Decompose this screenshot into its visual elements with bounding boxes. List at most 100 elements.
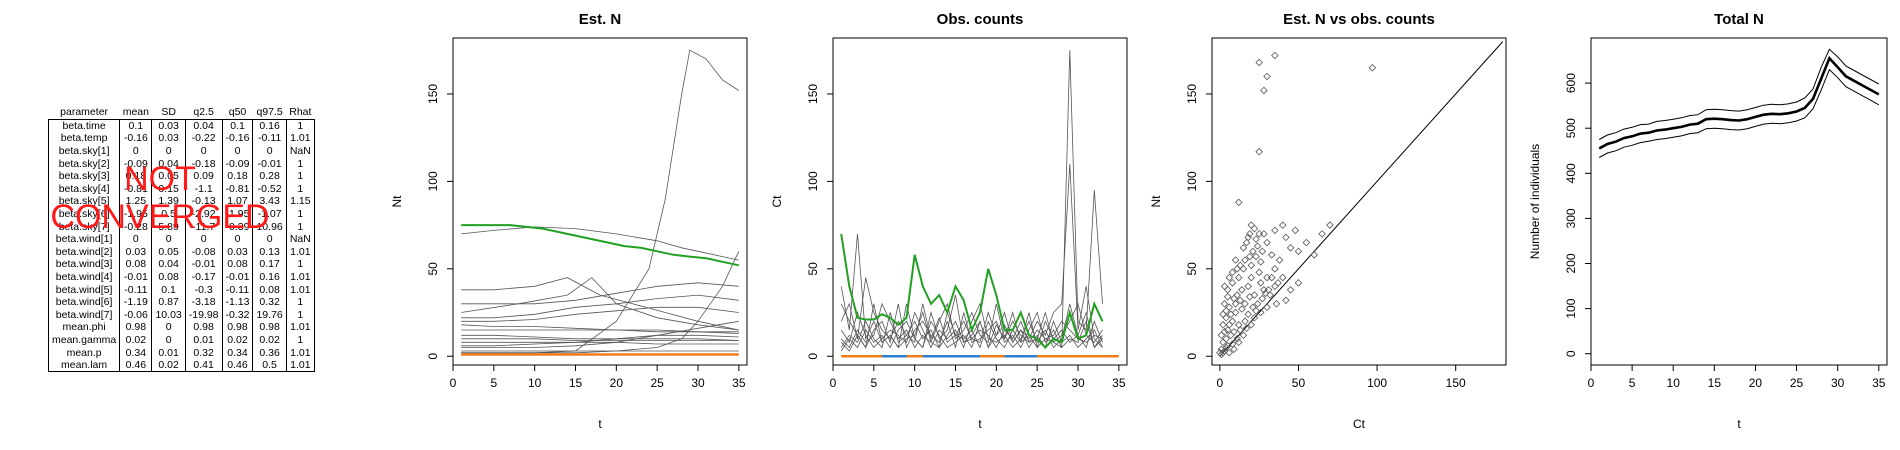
- value-cell: 0.32: [252, 295, 287, 309]
- table-row: beta.wind[4] -0.01 0.08 -0.17 -0.01 0.16 1.01: [47, 270, 315, 284]
- value-cell: 10.03: [151, 308, 186, 322]
- scatter-point: [1233, 335, 1241, 343]
- scatter-point: [1225, 321, 1234, 329]
- value-cell: 1.01: [285, 358, 315, 373]
- scatter-point: [1231, 300, 1240, 308]
- x-tick-label: 15: [1708, 376, 1722, 390]
- chart-scatter: 0 50 100 150 0 50 100 150 Est. N vs obs. counts C…: [1149, 11, 1507, 431]
- scatter-point: [1228, 279, 1237, 287]
- scatter-point: [1255, 230, 1263, 238]
- scatter-point: [1253, 242, 1262, 250]
- y-tick-label: 500: [1564, 118, 1578, 138]
- scatter-point: [1249, 247, 1257, 256]
- x-tick-label: 15: [949, 376, 963, 390]
- y-tick-label: 200: [1564, 253, 1578, 273]
- x-tick-label: 5: [870, 376, 877, 390]
- plot-frame: [1590, 37, 1888, 366]
- table-row: beta.sky[1] 0 0 0 0 0 NaN: [47, 144, 315, 158]
- scatter-point: [1310, 251, 1318, 259]
- value-cell: 10.96: [252, 220, 287, 233]
- scatter-point: [1242, 324, 1251, 333]
- highlight-line: [461, 224, 740, 267]
- scatter-point: [1272, 300, 1281, 308]
- plot-area: [840, 50, 1119, 358]
- series-line: [461, 341, 739, 345]
- scatter-point: [1231, 256, 1240, 264]
- plot-frame: [1211, 37, 1507, 366]
- scatter-point: [1230, 328, 1238, 336]
- scatter-point: [1225, 273, 1234, 282]
- scatter-point: [1227, 331, 1235, 340]
- value-cell: 0.05: [151, 169, 186, 183]
- column-header: q50: [228, 106, 247, 119]
- x-tick-label: 0: [1588, 376, 1595, 390]
- plot-area: [1216, 41, 1504, 359]
- x-axis-label: t: [1737, 417, 1741, 431]
- series-line: [461, 334, 739, 347]
- x-tick-label: 25: [1790, 376, 1804, 390]
- table-row: beta.wind[1] 0 0 0 0 0 NaN: [47, 232, 315, 246]
- table-row: mean.p 0.34 0.01 0.32 0.34 0.36 1.01: [47, 346, 315, 359]
- scatter-point: [1258, 294, 1267, 303]
- value-cell: 0.5: [151, 207, 186, 221]
- parameter-cell: beta.time: [47, 118, 121, 133]
- x-tick-label: 30: [1071, 376, 1085, 390]
- series-line: [461, 324, 739, 334]
- value-cell: 0: [151, 321, 186, 334]
- scatter-point: [1234, 198, 1243, 207]
- scatter-point: [1252, 307, 1260, 315]
- x-tick-label: 35: [1112, 376, 1126, 390]
- series-line: [461, 306, 739, 322]
- value-cell: 1: [285, 333, 315, 347]
- y-tick-label: 100: [1564, 298, 1578, 318]
- value-cell: 1.01: [285, 245, 315, 259]
- scatter-point: [1260, 86, 1268, 95]
- table-row: beta.wind[2] 0.03 0.05 -0.08 0.03 0.13 1.01: [47, 245, 315, 259]
- x-tick-label: 50: [1292, 376, 1306, 390]
- scatter-point: [1286, 244, 1295, 252]
- scatter-point: [1294, 279, 1303, 287]
- series-line: [461, 277, 739, 331]
- x-tick-label: 10: [528, 376, 542, 390]
- value-cell: 0.04: [151, 157, 186, 170]
- scatter-point: [1230, 345, 1238, 354]
- series-line: [840, 50, 1103, 349]
- scatter-point: [1282, 233, 1290, 242]
- value-cell: 0.02: [151, 358, 186, 373]
- value-cell: 0.17: [252, 258, 287, 271]
- scatter-point: [1253, 300, 1262, 308]
- series-line: [461, 294, 739, 319]
- x-axis-label: t: [598, 417, 602, 431]
- table-body: beta.time 0.1 0.03 0.04 0.1 0.16 1 beta.temp -0.…: [47, 118, 315, 373]
- scatter-point: [1286, 286, 1295, 294]
- value-cell: 1: [285, 308, 315, 322]
- table-row: beta.wind[6] -1.19 0.87 -3.18 -1.13 0.32 1: [47, 295, 315, 309]
- scatter-point: [1217, 350, 1226, 359]
- scatter-point: [1244, 282, 1252, 291]
- scatter-point: [1247, 321, 1256, 329]
- series-line: [461, 334, 739, 341]
- x-tick-label: 5: [1629, 376, 1636, 390]
- y-tick-label: 300: [1564, 208, 1578, 228]
- y-tick-label: 50: [806, 262, 820, 276]
- highlight-line: [840, 233, 1104, 349]
- scatter-point: [1291, 226, 1300, 235]
- scatter-point: [1282, 296, 1290, 305]
- table-row: beta.wind[3] 0.08 0.04 -0.01 0.08 0.17 1: [47, 258, 315, 271]
- scatter-point: [1275, 256, 1284, 264]
- value-cell: 0.01: [151, 346, 186, 359]
- scatter-point: [1263, 238, 1271, 247]
- table-row: beta.temp -0.16 0.03 -0.22 -0.16 -0.11 1.01: [47, 132, 315, 145]
- scatter-point: [1216, 348, 1224, 357]
- value-cell: 19.76: [252, 308, 287, 322]
- value-cell: NaN: [285, 144, 315, 158]
- y-axis-label: Number of individuals: [1528, 144, 1542, 259]
- scatter-point: [1239, 331, 1248, 340]
- column-header: q2.5: [193, 106, 214, 119]
- x-tick-label: 15: [569, 376, 583, 390]
- chart-total: 0 5 10 15 20 25 30 35 0 100 200 300 400 500 600 Total N…: [1528, 11, 1888, 431]
- value-cell: 1.01: [285, 321, 315, 334]
- value-cell: 0.16: [252, 118, 287, 133]
- value-cell: -0.11: [252, 132, 287, 145]
- scatter-point: [1271, 51, 1279, 60]
